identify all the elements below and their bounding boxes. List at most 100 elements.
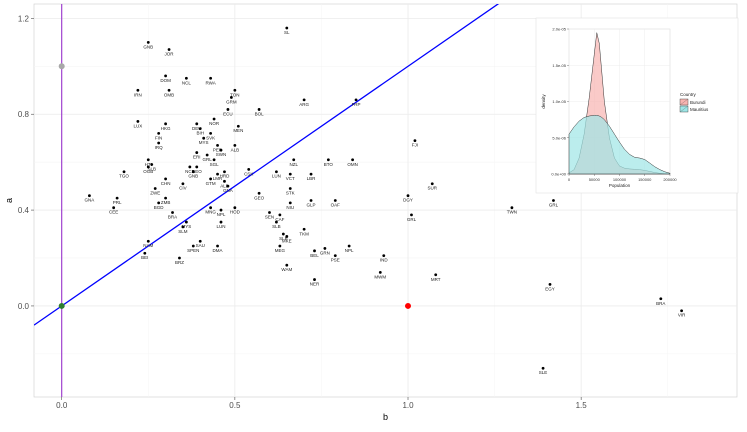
data-point	[184, 76, 188, 80]
x-axis-title: b	[383, 412, 388, 422]
point-label: SLB	[279, 236, 288, 241]
data-point	[164, 74, 167, 78]
data-point	[278, 244, 282, 248]
data-point	[233, 143, 237, 147]
data-point	[223, 179, 226, 183]
point-label: ERI	[193, 155, 201, 160]
point-label: HRD	[220, 174, 230, 179]
data-point	[195, 122, 199, 126]
data-point	[157, 201, 161, 205]
inset-y-tick-label: 0.0e+00	[551, 172, 566, 177]
point-label: BEL	[310, 253, 319, 258]
data-point	[233, 88, 237, 92]
x-tick-label: 0.0	[56, 401, 68, 410]
inset-x-tick-label: 150000	[638, 177, 652, 182]
point-label: SUR	[427, 186, 437, 191]
point-label: BEI	[141, 255, 148, 260]
data-point	[209, 76, 213, 80]
data-point	[212, 158, 216, 162]
point-label: SGL	[210, 162, 220, 167]
point-label: SPEN	[187, 248, 199, 253]
data-point	[209, 132, 213, 135]
data-point	[351, 158, 355, 162]
data-point	[382, 254, 386, 258]
point-label: OMB	[164, 92, 174, 97]
point-label: CIV	[179, 186, 187, 191]
point-label: GLP	[307, 203, 316, 208]
point-label: FIN	[155, 135, 162, 140]
x-tick-label: 1.5	[576, 401, 588, 410]
data-point	[275, 220, 278, 224]
data-point	[181, 182, 185, 186]
y-tick-label: 0.8	[18, 110, 30, 119]
inset-x-tick-label: 0	[568, 177, 571, 182]
point-label: GRM	[226, 99, 237, 104]
point-label: OMN	[347, 162, 358, 167]
point-label: CAF	[275, 217, 284, 222]
data-point	[219, 148, 223, 152]
point-label: TGO	[119, 174, 129, 179]
data-point	[202, 136, 206, 140]
point-label: HOD	[230, 210, 241, 215]
data-point	[223, 170, 226, 174]
point-label: GTM	[206, 181, 216, 186]
point-label: MEG	[275, 248, 286, 253]
data-point	[292, 158, 296, 162]
point-label: NOR	[209, 121, 220, 126]
data-point	[146, 165, 150, 169]
point-label: LBR	[307, 176, 317, 181]
highlight-point	[58, 302, 65, 309]
point-label: GRL	[549, 203, 559, 208]
point-label: ALB	[220, 183, 229, 188]
data-point	[247, 167, 251, 171]
point-label: NCL	[182, 80, 191, 85]
point-label: ARG	[299, 102, 309, 107]
point-label: GRL	[203, 157, 213, 162]
data-point	[136, 88, 140, 92]
data-point	[541, 366, 545, 370]
data-point	[216, 172, 219, 176]
data-point	[219, 220, 223, 224]
data-point	[164, 196, 167, 200]
point-label: NPL	[345, 248, 354, 253]
legend-swatch-slash	[679, 98, 689, 106]
data-point	[278, 213, 282, 217]
legend-label: Burundi	[690, 100, 706, 105]
point-label: SLM	[178, 229, 188, 234]
point-label: MYS	[199, 140, 209, 145]
data-point	[233, 206, 237, 210]
data-point	[219, 208, 223, 212]
point-label: RWA	[205, 80, 215, 85]
data-point	[164, 177, 167, 181]
point-label: SWN	[216, 152, 227, 157]
point-label: CEE	[109, 210, 118, 215]
data-point	[302, 98, 306, 102]
point-label: LUN	[272, 174, 281, 179]
point-label: DEU	[192, 126, 202, 131]
data-point	[229, 96, 233, 99]
point-label: GNB	[188, 174, 198, 179]
x-tick-label: 0.5	[229, 401, 241, 410]
point-label: IRN	[134, 92, 142, 97]
data-point	[216, 143, 219, 147]
point-label: GRL	[407, 217, 417, 222]
point-label: LUX	[134, 123, 143, 128]
data-point	[191, 244, 195, 248]
inset-x-tick-label: 200000	[663, 177, 677, 182]
data-point	[188, 165, 192, 169]
data-point	[309, 172, 313, 176]
data-point	[167, 48, 171, 51]
inset-y-title: density	[541, 94, 546, 109]
point-label: NIU	[286, 205, 294, 210]
point-label: BOL	[255, 111, 265, 116]
y-tick-label: 1.2	[18, 14, 30, 23]
data-point	[680, 309, 683, 313]
data-point	[326, 158, 330, 162]
data-point	[236, 124, 240, 128]
point-label: NCB	[185, 169, 195, 174]
data-point	[195, 151, 199, 154]
point-label: GEO	[192, 169, 203, 174]
data-point	[413, 139, 417, 142]
point-label: GNA	[223, 188, 233, 193]
inset-y-tick-label: 5.0e-06	[552, 135, 566, 140]
